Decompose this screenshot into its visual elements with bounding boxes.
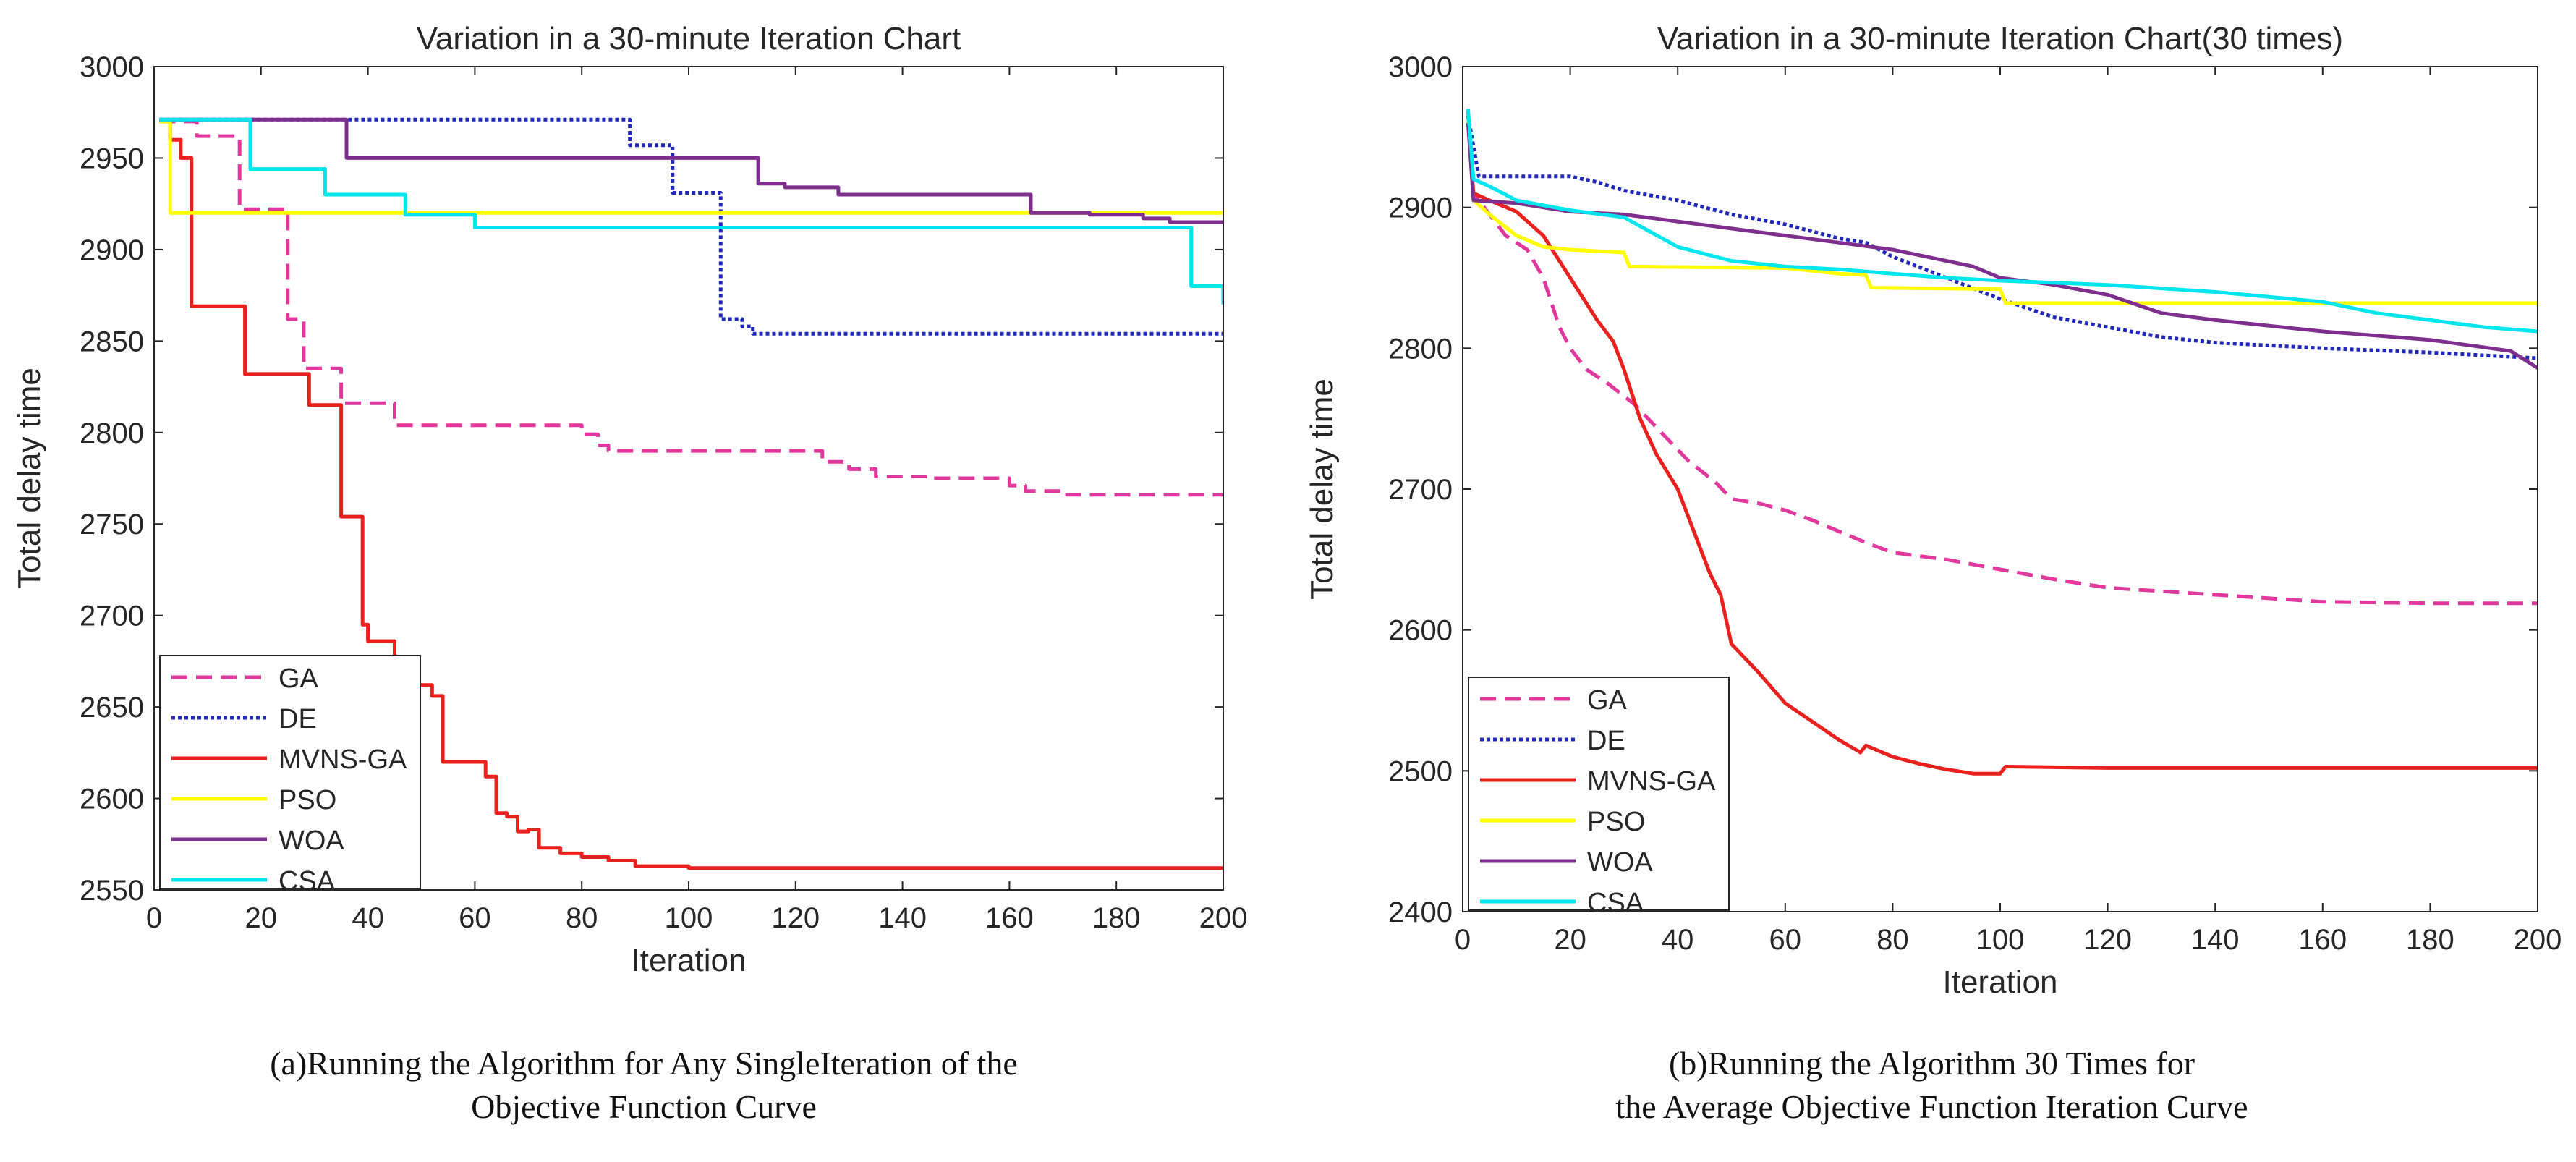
x-tick-label: 0 bbox=[146, 902, 162, 934]
legend-label-de: DE bbox=[279, 704, 317, 734]
x-tick-label: 160 bbox=[2298, 924, 2347, 956]
x-tick-label: 120 bbox=[2083, 924, 2132, 956]
series-line-de bbox=[1466, 115, 2538, 360]
x-tick-label: 80 bbox=[566, 902, 598, 934]
chart-b-svg: 0 20 40 60 80 100 120 140 160 180 200 2400 2500 2600 2… bbox=[1304, 21, 2562, 1000]
legend: GA DE MVNS-GA PSO WOA CSA bbox=[159, 655, 421, 896]
y-tick-label: 2700 bbox=[1388, 474, 1453, 506]
y-tick-label: 2600 bbox=[80, 784, 144, 815]
legend-box bbox=[159, 655, 421, 889]
series-line-ga bbox=[1466, 111, 2538, 606]
legend-label-mvns-ga: MVNS-GA bbox=[279, 745, 407, 775]
chart-a-svg: 0 20 40 60 80 100 120 140 160 180 200 2550 2600 2650 2… bbox=[12, 21, 1248, 978]
series-line-csa bbox=[1466, 109, 2538, 334]
series-line-pso bbox=[159, 119, 1223, 215]
y-tick-label: 2850 bbox=[80, 326, 144, 357]
x-axis-label: Iteration bbox=[1943, 964, 2058, 1000]
x-tick-label: 40 bbox=[352, 902, 384, 934]
x-tick-label: 0 bbox=[1455, 924, 1471, 956]
y-tick-label: 2650 bbox=[80, 692, 144, 724]
y-tick-label: 2550 bbox=[80, 875, 144, 907]
x-tick-label: 20 bbox=[245, 902, 278, 934]
y-tick-label: 2900 bbox=[80, 234, 144, 266]
series-line-csa bbox=[159, 117, 1223, 305]
legend-label-ga: GA bbox=[279, 663, 319, 694]
chart-panel-b: 0 20 40 60 80 100 120 140 160 180 200 2400 2500 2600 2… bbox=[1288, 0, 2576, 1162]
x-tick-label: 40 bbox=[1662, 924, 1694, 956]
series-line-de bbox=[159, 117, 1223, 336]
caption-a-line-1: (a)Running the Algorithm for Any SingleI… bbox=[270, 1045, 1018, 1082]
y-axis-label: Total delay time bbox=[12, 368, 47, 589]
y-tick-label: 2750 bbox=[80, 509, 144, 540]
legend-label-csa: CSA bbox=[1587, 888, 1644, 918]
chart-title: Variation in a 30-minute Iteration Chart… bbox=[1657, 21, 2343, 56]
series-line-mvns-ga bbox=[1466, 122, 2538, 776]
caption-b: (b)Running the Algorithm 30 Times for th… bbox=[1288, 1042, 2576, 1129]
legend-label-csa: CSA bbox=[279, 866, 336, 896]
y-axis-label: Total delay time bbox=[1304, 378, 1340, 600]
x-tick-label: 140 bbox=[2191, 924, 2240, 956]
series-line-pso bbox=[1466, 119, 2538, 305]
y-tick-label: 2800 bbox=[80, 417, 144, 449]
legend: GA DE MVNS-GA PSO WOA CSA bbox=[1468, 677, 1730, 918]
chart-panel-a: 0 20 40 60 80 100 120 140 160 180 200 2550 2600 2650 2… bbox=[0, 21, 1288, 1129]
x-tick-label: 160 bbox=[985, 902, 1034, 934]
series-group bbox=[159, 117, 1223, 870]
y-tick-label: 3000 bbox=[1388, 51, 1453, 83]
legend-label-mvns-ga: MVNS-GA bbox=[1587, 766, 1716, 797]
series-line-mvns-ga bbox=[159, 119, 1223, 870]
x-tick-label: 60 bbox=[459, 902, 491, 934]
caption-a: (a)Running the Algorithm for Any SingleI… bbox=[0, 1042, 1288, 1129]
legend-box bbox=[1468, 677, 1730, 911]
legend-label-pso: PSO bbox=[1587, 807, 1645, 837]
y-tick-label: 2700 bbox=[80, 601, 144, 632]
x-tick-label: 200 bbox=[2514, 924, 2562, 956]
series-group bbox=[1466, 109, 2538, 776]
x-tick-label: 80 bbox=[1876, 924, 1909, 956]
caption-b-line-1: (b)Running the Algorithm 30 Times for bbox=[1668, 1045, 2195, 1082]
legend-label-ga: GA bbox=[1587, 685, 1628, 716]
x-tick-label: 180 bbox=[1092, 902, 1141, 934]
y-tick-label: 2900 bbox=[1388, 192, 1453, 224]
y-tick-label: 2500 bbox=[1388, 755, 1453, 787]
y-tick-label: 2400 bbox=[1388, 896, 1453, 928]
x-tick-label: 140 bbox=[878, 902, 927, 934]
caption-a-line-2: Objective Function Curve bbox=[471, 1088, 817, 1125]
x-tick-label: 120 bbox=[771, 902, 820, 934]
y-tick-label: 2950 bbox=[80, 143, 144, 174]
y-tick-label: 2600 bbox=[1388, 615, 1453, 647]
legend-label-pso: PSO bbox=[279, 785, 336, 815]
x-axis-label: Iteration bbox=[632, 943, 747, 978]
x-tick-label: 100 bbox=[665, 902, 713, 934]
legend-label-de: DE bbox=[1587, 726, 1625, 756]
y-tick-label: 3000 bbox=[80, 51, 144, 83]
x-tick-label: 180 bbox=[2406, 924, 2454, 956]
series-line-woa bbox=[159, 117, 1223, 224]
series-line-ga bbox=[159, 119, 1223, 497]
x-tick-label: 60 bbox=[1769, 924, 1802, 956]
x-tick-label: 20 bbox=[1554, 924, 1586, 956]
x-tick-label: 100 bbox=[1976, 924, 2025, 956]
y-tick-label: 2800 bbox=[1388, 333, 1453, 365]
caption-b-line-2: the Average Objective Function Iteration… bbox=[1615, 1088, 2248, 1125]
chart-title: Variation in a 30-minute Iteration Chart bbox=[417, 21, 961, 56]
x-tick-label: 200 bbox=[1199, 902, 1248, 934]
legend-label-woa: WOA bbox=[279, 826, 344, 856]
legend-label-woa: WOA bbox=[1587, 847, 1653, 878]
